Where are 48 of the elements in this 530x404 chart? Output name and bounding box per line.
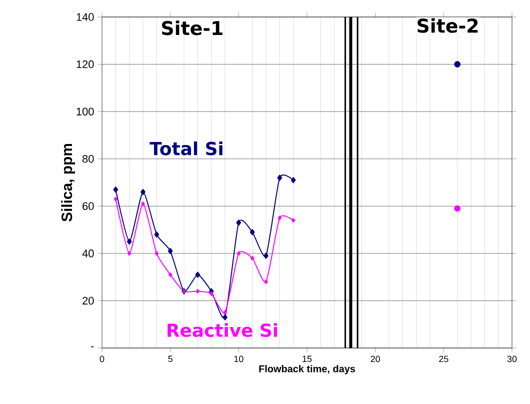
y-axis-title: Silica, ppm <box>61 144 76 222</box>
point <box>236 220 242 226</box>
x-tick-label: 25 <box>439 356 448 362</box>
point <box>250 229 255 236</box>
y-tick-label: 60 <box>82 202 94 210</box>
point <box>114 196 118 202</box>
annotation: Site-2 <box>418 18 478 33</box>
point <box>291 218 296 223</box>
point <box>277 174 282 181</box>
point <box>454 205 461 212</box>
point <box>195 272 200 278</box>
point <box>250 256 254 260</box>
point <box>168 272 172 277</box>
x-axis-title: Flowback time, days <box>259 364 356 374</box>
point <box>290 177 296 184</box>
series-label: Reactive Si <box>168 323 278 338</box>
y-tick-label: 140 <box>76 13 94 21</box>
point <box>264 252 268 259</box>
point <box>113 186 118 193</box>
series-label: Total Si <box>150 141 222 156</box>
y-tick-label: 20 <box>82 296 94 305</box>
point <box>154 251 159 256</box>
x-tick-label: 5 <box>168 356 172 362</box>
point <box>196 288 200 294</box>
point <box>126 238 132 245</box>
point <box>141 201 145 206</box>
x-tick-label: 0 <box>100 356 104 362</box>
x-tick-label: 20 <box>370 356 380 362</box>
annotation: Site-1 <box>162 20 222 36</box>
point <box>168 248 173 254</box>
point <box>264 280 268 284</box>
point <box>154 231 160 238</box>
point <box>222 314 228 320</box>
point <box>236 251 241 256</box>
point <box>278 216 282 220</box>
point <box>223 310 227 315</box>
point <box>454 61 461 68</box>
y-tick-label: - <box>91 346 94 348</box>
y-tick-label: 40 <box>82 250 94 258</box>
x-tick-label: 10 <box>234 356 244 362</box>
point <box>127 251 132 256</box>
x-tick-label: 30 <box>507 356 517 362</box>
point <box>209 291 214 296</box>
point <box>140 188 146 196</box>
y-tick-label: 120 <box>76 60 94 68</box>
y-tick-label: 80 <box>82 154 94 163</box>
x-tick-label: 15 <box>302 356 312 362</box>
y-tick-label: 100 <box>76 108 94 116</box>
